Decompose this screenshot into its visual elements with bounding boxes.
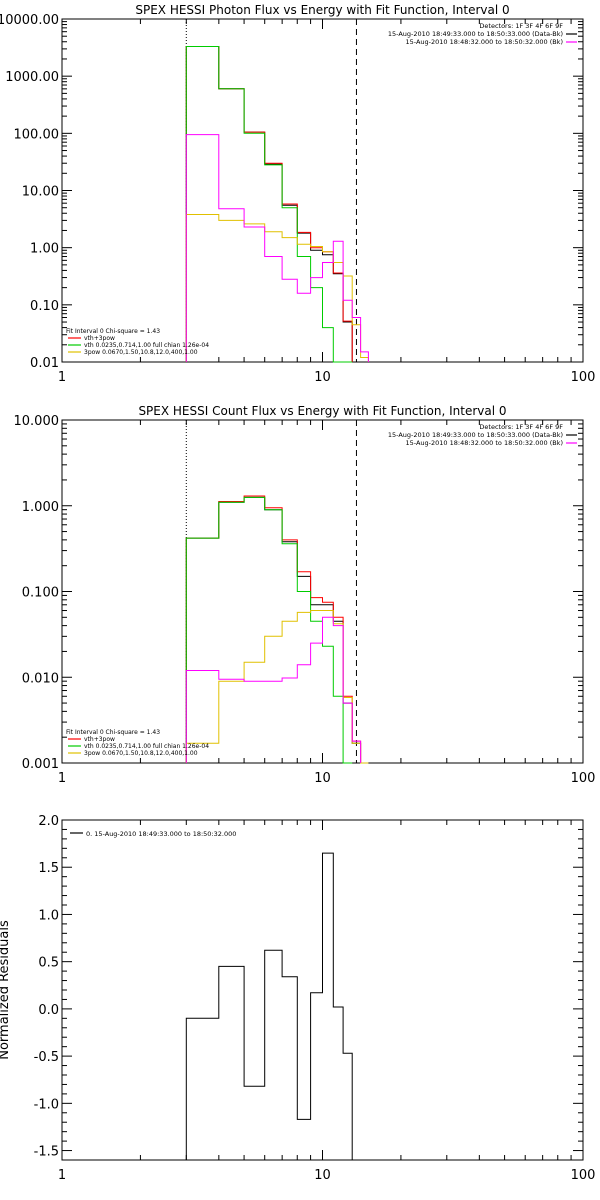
y-tick-label: 1.000 <box>22 500 59 515</box>
x-tick-label: 100 <box>571 1168 596 1183</box>
x-tick-label: 10 <box>314 1168 331 1183</box>
series-line-0 <box>185 496 362 763</box>
legend-entry: 15-Aug-2010 18:48:32.000 to 18:50:32.000… <box>406 439 563 447</box>
x-tick-label: 100 <box>571 771 596 786</box>
legend-entry: 0. 15-Aug-2010 18:49:33.000 to 18:50:32.… <box>86 830 236 838</box>
y-tick-label: 0.10 <box>30 299 59 314</box>
y-tick-label: -1.5 <box>34 1145 59 1160</box>
y-axis-label: Normalized Residuals <box>0 920 12 1060</box>
y-tick-label: 10.00 <box>22 185 59 200</box>
chart-title: SPEX HESSI Photon Flux vs Energy with Fi… <box>135 3 509 17</box>
x-tick-label: 100 <box>571 370 596 385</box>
series-line-4 <box>185 616 362 763</box>
legend-entry: vth+3pow <box>84 335 115 342</box>
legend-entry: 15-Aug-2010 18:48:32.000 to 18:50:32.000… <box>406 38 563 46</box>
legend-entry: vth 0.0235,0.714,1.00 full chian 1.26e-0… <box>84 342 209 349</box>
y-tick-label: 0.01 <box>30 356 59 371</box>
y-tick-label: 1.0 <box>38 908 59 923</box>
series-line-3 <box>185 214 369 362</box>
x-tick-label: 10 <box>314 370 331 385</box>
y-tick-label: 0.100 <box>22 586 59 601</box>
y-tick-label: 1.00 <box>30 242 59 257</box>
series-line-1 <box>185 46 353 362</box>
legend-entry: Detectors: 1F 3F 4F 6F 9F <box>479 22 563 30</box>
y-tick-label: 0.001 <box>22 757 59 772</box>
chart-title: SPEX HESSI Count Flux vs Energy with Fit… <box>138 404 506 418</box>
plot-frame <box>61 419 584 764</box>
legend-entry: 3pow 0.0670,1.50,10.8,12.0,400,1.00 <box>84 349 198 356</box>
y-tick-label: 1.5 <box>38 861 59 876</box>
legend-entry: Detectors: 1F 3F 4F 6F 9F <box>479 423 563 431</box>
y-tick-label: 1000.00 <box>5 70 59 85</box>
series-line-1 <box>185 495 362 763</box>
y-tick-label: 10.000 <box>14 414 60 429</box>
residuals-panel: Normalized Residuals 1 10 100 -1.5 -1.0 -0.5 0.… <box>0 814 595 1183</box>
legend-entry: Fit Interval 0 Chi-square = 1.43 <box>66 328 160 335</box>
series-line-3 <box>185 610 369 764</box>
legend-entry: 15-Aug-2010 18:49:33.000 to 18:50:33.000… <box>388 30 563 38</box>
legend-entry: Fit Interval 0 Chi-square = 1.43 <box>66 729 160 736</box>
count-flux-panel: SPEX HESSI Count Flux vs Energy with Fit… <box>14 404 596 786</box>
legend-entry: 15-Aug-2010 18:49:33.000 to 18:50:33.000… <box>388 431 563 439</box>
x-tick-label: 1 <box>58 370 66 385</box>
photon-flux-panel: SPEX HESSI Photon Flux vs Energy with Fi… <box>0 3 595 385</box>
series-line-0 <box>185 852 353 1160</box>
y-tick-label: 0.5 <box>38 956 59 971</box>
y-tick-label: 2.0 <box>38 814 59 829</box>
y-tick-label: -1.0 <box>34 1097 59 1112</box>
y-tick-label: 10000.00 <box>0 13 59 28</box>
y-tick-label: 0.0 <box>38 1003 59 1018</box>
y-tick-label: -0.5 <box>34 1050 59 1065</box>
x-tick-label: 1 <box>58 771 66 786</box>
x-tick-label: 10 <box>314 771 331 786</box>
y-tick-label: 100.00 <box>14 127 60 142</box>
y-tick-label: 0.010 <box>22 671 59 686</box>
legend-entry: 3pow 0.0670,1.50,10.8,12.0,400,1.00 <box>84 750 198 757</box>
series-line-2 <box>185 496 353 764</box>
series-line-4 <box>185 134 369 362</box>
series-line-0 <box>185 46 353 362</box>
legend-entry: vth 0.0235,0.714,1.00 full chian 1.26e-0… <box>84 743 209 750</box>
legend-entry: vth+3pow <box>84 736 115 743</box>
x-tick-label: 1 <box>58 1168 66 1183</box>
series-line-2 <box>185 46 353 363</box>
